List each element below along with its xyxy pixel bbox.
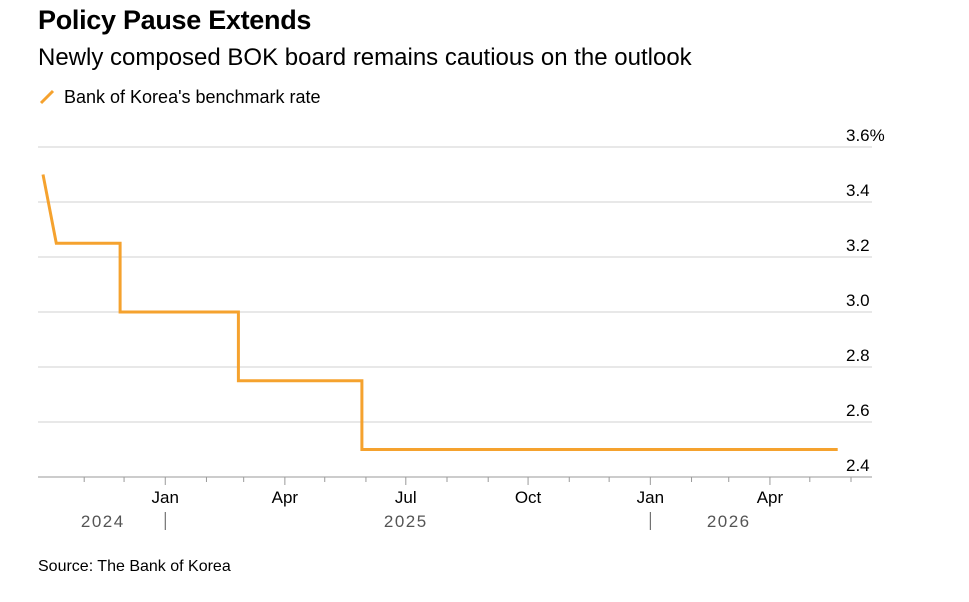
- y-tick-label: 2.6: [846, 401, 870, 420]
- x-tick-label: Oct: [515, 488, 542, 507]
- x-year-label: 2026: [707, 512, 751, 531]
- y-axis-labels: 3.6% 3.4 3.2 3.0 2.8 2.6 2.4: [846, 126, 885, 475]
- x-tick-label: Jan: [152, 488, 179, 507]
- y-tick-label: 3.0: [846, 291, 870, 310]
- legend-label: Bank of Korea's benchmark rate: [64, 86, 321, 107]
- series-layer: [41, 174, 838, 451]
- grid-lines: [38, 146, 872, 423]
- x-year-label: 2025: [384, 512, 428, 531]
- x-axis-labels: Jan Apr Jul Oct Jan Apr 2024 2025 2026: [81, 488, 784, 531]
- y-tick-label: 3.2: [846, 236, 870, 255]
- x-tick-label: Jul: [395, 488, 417, 507]
- x-tick-label: Apr: [757, 488, 784, 507]
- series-line-benchmark-rate: [41, 174, 838, 451]
- x-tick-label: Jan: [637, 488, 664, 507]
- chart-subtitle: Newly composed BOK board remains cautiou…: [38, 44, 692, 71]
- chart-legend: Bank of Korea's benchmark rate: [38, 86, 321, 108]
- x-axis: [38, 476, 872, 530]
- legend-line-swatch-icon: [39, 89, 55, 105]
- y-tick-label: 2.8: [846, 346, 870, 365]
- y-tick-label: 2.4: [846, 456, 870, 475]
- x-tick-label: Apr: [272, 488, 299, 507]
- chart-title: Policy Pause Extends: [38, 5, 312, 35]
- y-tick-label: 3.4: [846, 181, 870, 200]
- source-note: Source: The Bank of Korea: [38, 558, 231, 575]
- x-year-label: 2024: [81, 512, 125, 531]
- y-tick-label: 3.6%: [846, 126, 885, 145]
